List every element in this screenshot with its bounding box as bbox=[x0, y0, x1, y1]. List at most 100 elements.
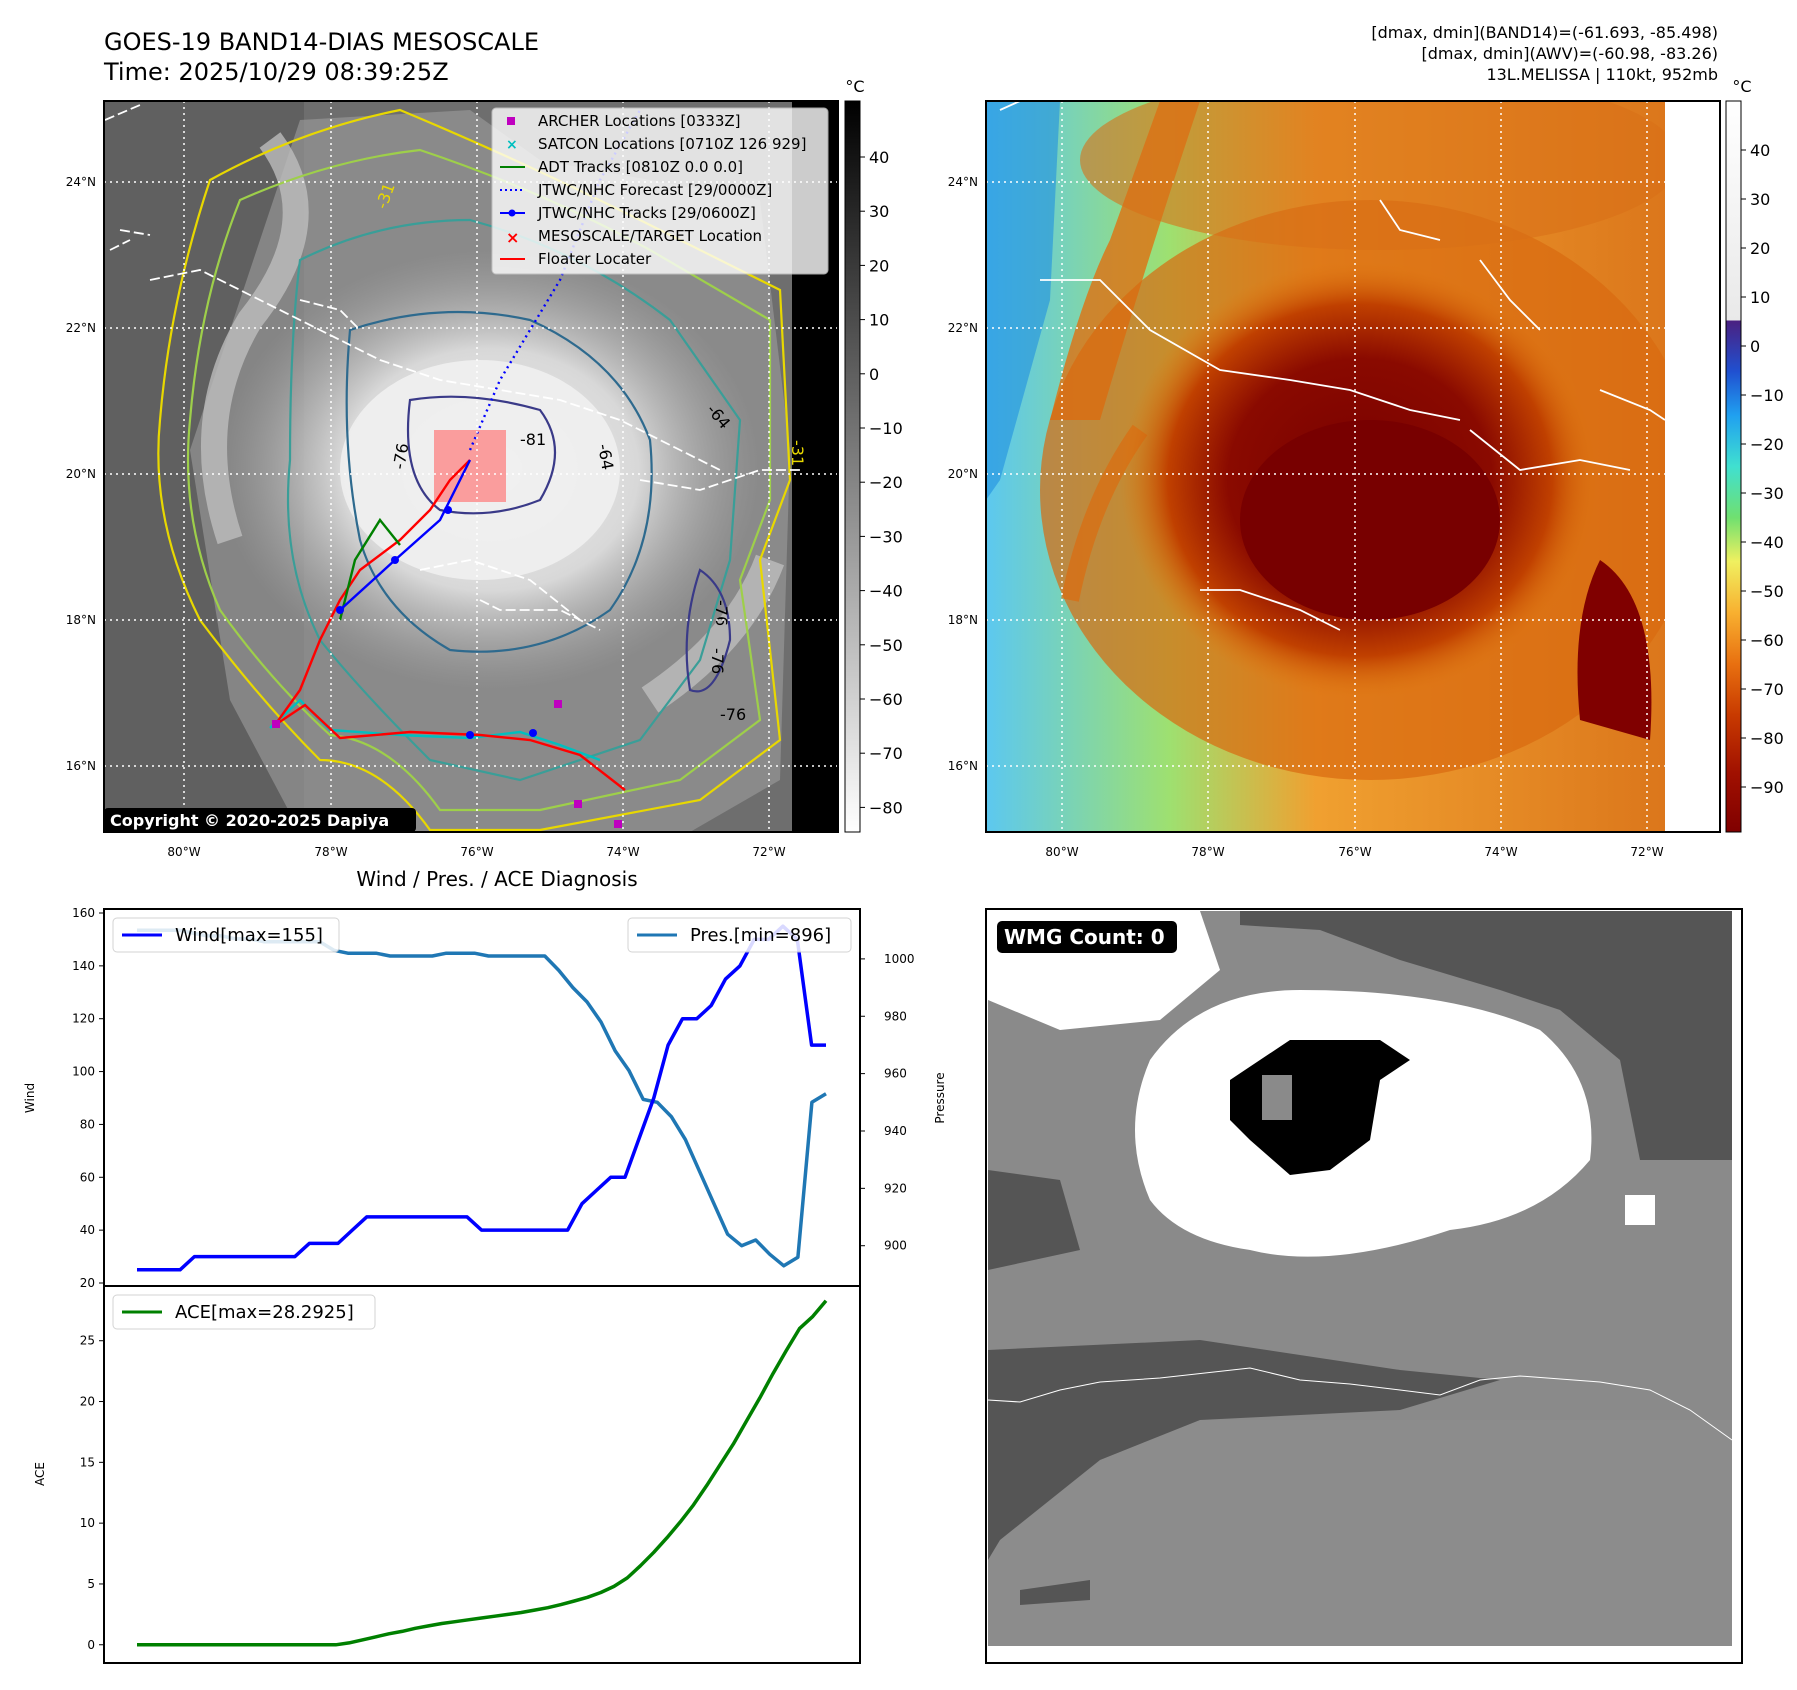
colorbar-unit: °C bbox=[845, 77, 864, 96]
target-marker-icon: × bbox=[506, 228, 519, 247]
lon-tick: 76°W bbox=[1338, 845, 1371, 859]
legend-tracks: JTWC/NHC Tracks [29/0600Z] bbox=[537, 204, 756, 222]
colorbar-tick-label: 20 bbox=[1750, 239, 1770, 258]
lat-tick: 20°N bbox=[66, 467, 96, 481]
archer-marker-icon bbox=[507, 117, 515, 125]
lat-tick: 20°N bbox=[948, 467, 978, 481]
y2-tick-label: 960 bbox=[884, 1067, 907, 1081]
y2-tick-label: 900 bbox=[884, 1239, 907, 1253]
colorbar-tick-label: 30 bbox=[1750, 190, 1770, 209]
colorbar-tick-label: 0 bbox=[869, 365, 879, 384]
colorbar-tick-label: −50 bbox=[869, 636, 903, 655]
pressure-axis-label: Pressure bbox=[933, 1072, 947, 1123]
info-line-2: [dmax, dmin](AWV)=(-60.98, -83.26) bbox=[1421, 44, 1718, 63]
legend-target: MESOSCALE/TARGET Location bbox=[538, 227, 762, 245]
legend: ARCHER Locations [0333Z] × SATCON Locati… bbox=[491, 107, 829, 275]
wmg-panel: WMG Count: 0 bbox=[985, 908, 1743, 1664]
floater-box bbox=[434, 430, 506, 502]
copyright-box bbox=[104, 808, 416, 832]
colorbar-tick-label: −40 bbox=[1750, 533, 1784, 552]
wmg-count-box bbox=[997, 921, 1177, 953]
y-tick-label: 140 bbox=[72, 959, 95, 973]
wind-line bbox=[137, 924, 826, 1272]
coastlines bbox=[999, 101, 1666, 631]
y-tick-label: 40 bbox=[80, 1223, 95, 1237]
lon-tick: 74°W bbox=[1484, 845, 1517, 859]
y-tick-label: 20 bbox=[80, 1276, 95, 1290]
contour-label: -31 bbox=[788, 440, 807, 466]
lat-tick: 16°N bbox=[66, 759, 96, 773]
colorbar-tick-label: −70 bbox=[869, 744, 903, 763]
lon-tick: 74°W bbox=[606, 845, 639, 859]
colorbar-tick-label: −60 bbox=[869, 690, 903, 709]
lat-tick: 24°N bbox=[948, 175, 978, 189]
colorbar-tick-label: 40 bbox=[869, 148, 889, 167]
contour-label: -76 bbox=[720, 705, 746, 724]
map-grid bbox=[986, 101, 1720, 832]
contour-label: -76 bbox=[712, 600, 731, 626]
y-tick-label: 5 bbox=[87, 1577, 95, 1591]
colorbar-tick-label: −30 bbox=[869, 527, 903, 546]
copyright-text: Copyright © 2020-2025 Dapiya bbox=[110, 811, 389, 830]
contour-label: -76 bbox=[708, 648, 727, 674]
contour-label: -64 bbox=[594, 442, 617, 471]
colorbar-tick-label: −60 bbox=[1750, 631, 1784, 650]
lon-tick: 72°W bbox=[752, 845, 785, 859]
gray-colorbar: °C 40 30 20 10 0 −10 −20 −30 −40 −50 −60 −70 −80 bbox=[844, 77, 903, 833]
y-tick-label: 25 bbox=[80, 1334, 95, 1348]
y2-tick-label: 920 bbox=[884, 1181, 907, 1195]
lat-tick: 16°N bbox=[948, 759, 978, 773]
wmg-count-label: WMG Count: 0 bbox=[1004, 925, 1165, 949]
lon-tick: 80°W bbox=[1045, 845, 1078, 859]
y2-tick-label: 980 bbox=[884, 1009, 907, 1023]
color-colorbar: °C 40 30 20 10 0 −10 −20 −30 −40 −50 −60 −70 −80 −90 bbox=[1725, 77, 1784, 833]
colorbar-tick-label: 10 bbox=[1750, 288, 1770, 307]
lon-tick: 76°W bbox=[460, 845, 493, 859]
colorbar-tick-label: −80 bbox=[1750, 729, 1784, 748]
lat-tick: 18°N bbox=[948, 613, 978, 627]
lat-tick: 22°N bbox=[66, 321, 96, 335]
satcon-marker-icon: × bbox=[506, 137, 518, 153]
colorbar-tick-label: −20 bbox=[869, 473, 903, 492]
y-tick-label: 15 bbox=[80, 1455, 95, 1469]
lat-tick: 24°N bbox=[66, 175, 96, 189]
lon-tick: 72°W bbox=[1630, 845, 1663, 859]
colorbar-tick-label: 0 bbox=[1750, 337, 1760, 356]
y2-tick-label: 940 bbox=[884, 1124, 907, 1138]
awv-map-image bbox=[986, 101, 1720, 832]
ir-map-panel: -76 -81 -64 -76 -76 -64 -31 -31 -76 bbox=[66, 100, 839, 859]
colorbar-tick-label: −70 bbox=[1750, 680, 1784, 699]
y-tick-label: 160 bbox=[72, 906, 95, 920]
diagnosis-title: Wind / Pres. / ACE Diagnosis bbox=[356, 867, 637, 891]
y-tick-label: 80 bbox=[80, 1117, 95, 1131]
y-tick-label: 10 bbox=[80, 1516, 95, 1530]
y-tick-label: 120 bbox=[72, 1012, 95, 1026]
colorbar-unit: °C bbox=[1732, 77, 1751, 96]
lat-tick: 22°N bbox=[948, 321, 978, 335]
contour-label: -81 bbox=[520, 430, 546, 449]
colorbar-tick-label: −90 bbox=[1750, 778, 1784, 797]
colorbar-tick-label: −80 bbox=[869, 798, 903, 817]
title-line-2: Time: 2025/10/29 08:39:25Z bbox=[103, 58, 449, 86]
colorbar-tick-label: 30 bbox=[869, 202, 889, 221]
contour-label: -76 bbox=[389, 442, 412, 471]
pressure-legend: Pres.[min=896] bbox=[627, 917, 852, 953]
awv-map-panel: 80°W 78°W 76°W 74°W 72°W 24°N 22°N 20°N … bbox=[948, 100, 1721, 859]
wind-pressure-panel: Wind / Pres. / ACE Diagnosis 20 40 60 80 100… bbox=[23, 867, 947, 1290]
colorbar-tick-label: −40 bbox=[869, 582, 903, 601]
y-tick-label: 20 bbox=[80, 1395, 95, 1409]
ace-legend: ACE[max=28.2925] bbox=[112, 1294, 376, 1330]
wind-legend-label: Wind[max=155] bbox=[175, 925, 323, 946]
y-tick-label: 100 bbox=[72, 1065, 95, 1079]
ace-axis-label: ACE bbox=[33, 1462, 47, 1486]
colorbar-tick-label: 40 bbox=[1750, 141, 1770, 160]
y-tick-label: 0 bbox=[87, 1638, 95, 1652]
wind-legend: Wind[max=155] bbox=[112, 917, 340, 953]
colorbar-tick-label: −50 bbox=[1750, 582, 1784, 601]
track-points bbox=[336, 506, 537, 739]
colorbar-tick-label: −20 bbox=[1750, 435, 1784, 454]
lon-tick: 78°W bbox=[314, 845, 347, 859]
pressure-legend-label: Pres.[min=896] bbox=[690, 925, 831, 946]
y-tick-label: 60 bbox=[80, 1170, 95, 1184]
